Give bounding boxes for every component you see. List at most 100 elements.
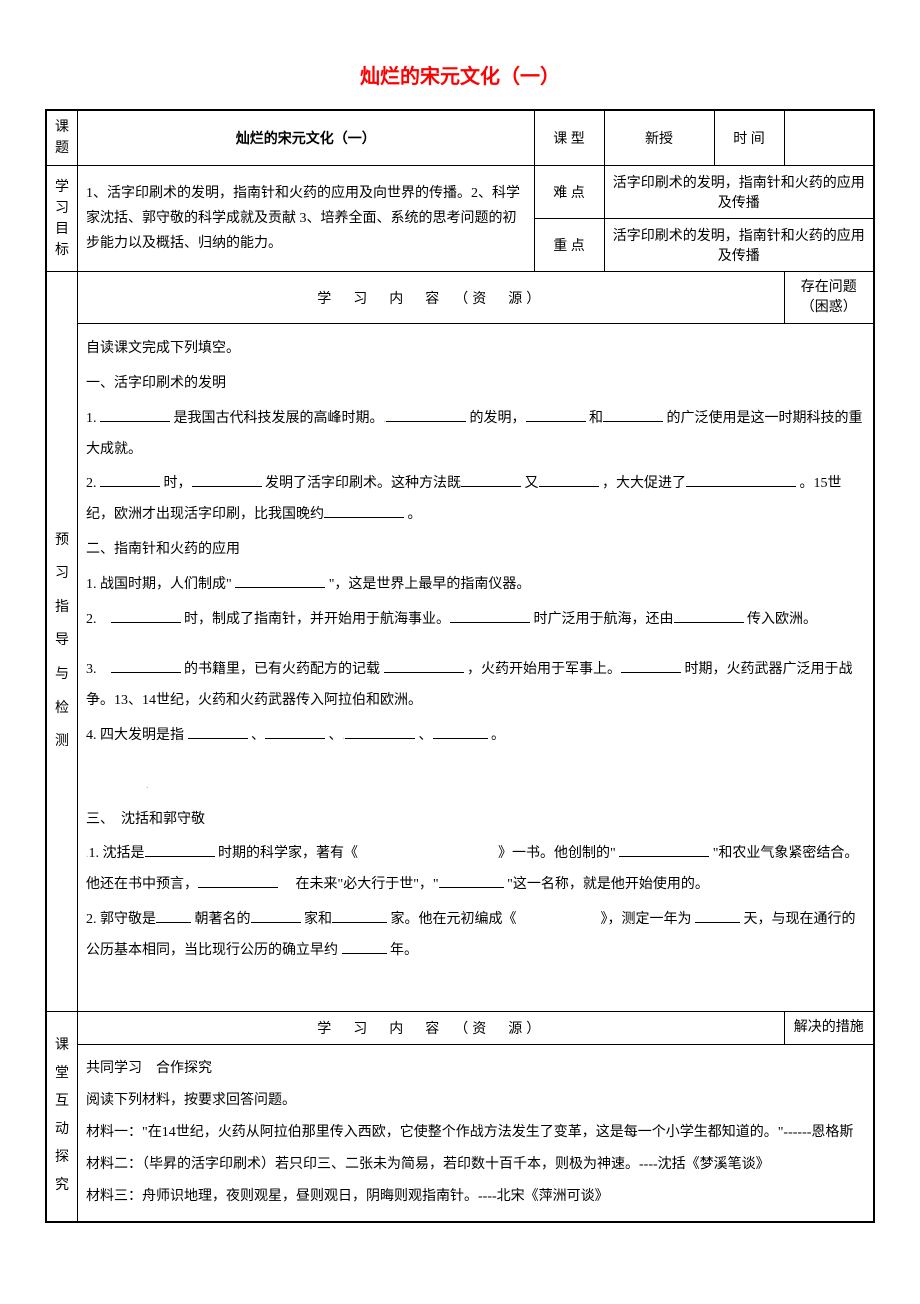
blank	[324, 504, 404, 518]
dot-icon: .	[146, 780, 149, 791]
text: 的发明，	[470, 411, 526, 426]
s2-p1: 1. 战国时期，人们制成" "，这是世界上最早的指南仪器。	[86, 570, 865, 601]
preview-side-label: 预习指导与检测	[46, 272, 78, 1012]
blank	[235, 574, 325, 588]
page-title: 灿烂的宋元文化（一）	[45, 60, 875, 89]
text: 和	[589, 411, 603, 426]
blank	[345, 725, 415, 739]
blank	[539, 473, 599, 487]
time-value	[784, 110, 874, 166]
classroom-line1: 共同学习 合作探究	[86, 1055, 865, 1083]
classroom-header: 学 习 内 容 （资 源）	[78, 1011, 785, 1044]
blank	[111, 659, 181, 673]
preview-body: 自读课文完成下列填空。 一、活字印刷术的发明 1. 是我国古代科技发展的高峰时期…	[78, 324, 875, 1011]
blank	[686, 473, 796, 487]
text: 。	[408, 507, 422, 522]
blank	[439, 874, 504, 888]
blank	[145, 843, 215, 857]
s2-p3: 3. 的书籍里，已有火药配方的记载 ，火药开始用于军事上。 时期，火药武器广泛用…	[86, 655, 865, 717]
blank	[603, 408, 663, 422]
keypoint-text: 活字印刷术的发明，指南针和火药的应用及传播	[604, 219, 874, 272]
type-value: 新授	[604, 110, 714, 166]
text: 2. 郭守敬是	[86, 912, 156, 927]
classroom-line4: 材料二：（毕昇的活字印刷术）若只印三、二张未为简易，若印数十百千本，则极为神速。…	[86, 1151, 865, 1179]
lesson-title-cell: 灿烂的宋元文化（一）	[78, 110, 535, 166]
blank	[265, 725, 325, 739]
text: 。	[491, 728, 505, 743]
text: 4. 四大发明是指	[86, 728, 188, 743]
text: 年。	[390, 943, 418, 958]
blank	[674, 609, 744, 623]
text: ，火药开始用于军事上。	[467, 662, 621, 677]
text: 时，制成了指南针，并开始用于航海事业。	[184, 612, 450, 627]
blank	[342, 940, 387, 954]
classroom-line3: 材料一："在14世纪，火药从阿拉伯那里传入西欧，它使整个作战方法发生了变革，这是…	[86, 1119, 865, 1147]
text: 2.	[86, 612, 111, 627]
preview-right-label: 存在问题（困惑）	[784, 272, 874, 324]
preview-intro: 自读课文完成下列填空。	[86, 334, 865, 365]
objectives-text: 1、活字印刷术的发明，指南针和火药的应用及向世界的传播。2、科学家沈括、郭守敬的…	[78, 166, 535, 272]
classroom-right-label: 解决的措施	[784, 1011, 874, 1044]
blank	[332, 909, 387, 923]
time-label: 时 间	[714, 110, 784, 166]
text: 在未来"必大行于世"，"	[282, 877, 439, 892]
topic-label: 课题	[46, 110, 78, 166]
blank	[384, 659, 464, 673]
preview-header: 学 习 内 容 （资 源）	[78, 272, 785, 324]
text: 时广泛用于航海，还由	[534, 612, 674, 627]
s1-p2: 2. 时， 发明了活字印刷术。这种方法既 又 ，大大促进了 。15世纪，欧洲才出…	[86, 469, 865, 531]
blank	[526, 408, 586, 422]
blank	[621, 659, 681, 673]
blank	[461, 473, 521, 487]
blank	[100, 408, 170, 422]
blank	[450, 609, 530, 623]
blank	[695, 909, 740, 923]
blank	[619, 843, 709, 857]
classroom-line2: 阅读下列材料，按要求回答问题。	[86, 1087, 865, 1115]
text: 1.	[86, 411, 100, 426]
s1-p1: 1. 是我国古代科技发展的高峰时期。. 的发明， 和 的广泛使用是这一时期科技的…	[86, 404, 865, 466]
lesson-table: 课题 灿烂的宋元文化（一） 课 型 新授 时 间 学习目标 1、活字印刷术的发明…	[45, 109, 875, 1223]
classroom-line5: 材料三：舟师识地理，夜则观星，昼则观日，阴晦则观指南针。----北宋《萍洲可谈》	[86, 1183, 865, 1211]
text: 、	[251, 728, 265, 743]
text: 1. 沈括是	[89, 846, 145, 861]
text: 家和	[304, 912, 332, 927]
blank	[188, 725, 248, 739]
text: "，这是世界上最早的指南仪器。	[329, 577, 531, 592]
keypoint-label: 重 点	[534, 219, 604, 272]
type-label: 课 型	[534, 110, 604, 166]
text: "这一名称，就是他开始使用的。	[507, 877, 709, 892]
blank	[386, 408, 466, 422]
text: 时，	[164, 476, 192, 491]
s3-title: 三、 沈括和郭守敬	[86, 805, 865, 836]
text: 2.	[86, 476, 100, 491]
blank	[192, 473, 262, 487]
text: 朝著名的	[195, 912, 251, 927]
blank	[156, 909, 191, 923]
classroom-side-label: 课堂互动探究	[46, 1011, 78, 1222]
blank	[251, 909, 301, 923]
difficulty-text: 活字印刷术的发明，指南针和火药的应用及传播	[604, 166, 874, 219]
text: 、	[419, 728, 433, 743]
s1-title: 一、活字印刷术的发明	[86, 369, 865, 400]
text: 的书籍里，已有火药配方的记载	[184, 662, 384, 677]
text: 3.	[86, 662, 111, 677]
difficulty-label: 难 点	[534, 166, 604, 219]
text: 传入欧洲。	[747, 612, 817, 627]
s3-p1: .1. 沈括是 时期的科学家，著有《 》一书。他创制的" "和农业气象紧密结合。…	[86, 839, 865, 901]
blank	[198, 874, 278, 888]
blank	[433, 725, 488, 739]
text: 发明了活字印刷术。这种方法既	[265, 476, 461, 491]
s2-p4: 4. 四大发明是指 、 、. 、 。	[86, 721, 865, 752]
s3-p2: 2. 郭守敬是 朝著名的 家和 家。他在元初编成《 》，测定一年为 天，与现在通…	[86, 905, 865, 967]
blank	[100, 473, 160, 487]
objectives-label: 学习目标	[46, 166, 78, 272]
s2-title: 二、指南针和火药的应用	[86, 535, 865, 566]
classroom-body: 共同学习 合作探究 阅读下列材料，按要求回答问题。 材料一："在14世纪，火药从…	[78, 1044, 875, 1222]
text: 1. 战国时期，人们制成"	[86, 577, 235, 592]
text: 家。他在元初编成《 》，测定一年为	[391, 912, 696, 927]
text: ，大大促进了	[602, 476, 686, 491]
text: 、	[329, 728, 343, 743]
text: 是我国古代科技发展的高峰时期。	[174, 411, 384, 426]
text: 时期的科学家，著有《 》一书。他创制的"	[218, 846, 619, 861]
